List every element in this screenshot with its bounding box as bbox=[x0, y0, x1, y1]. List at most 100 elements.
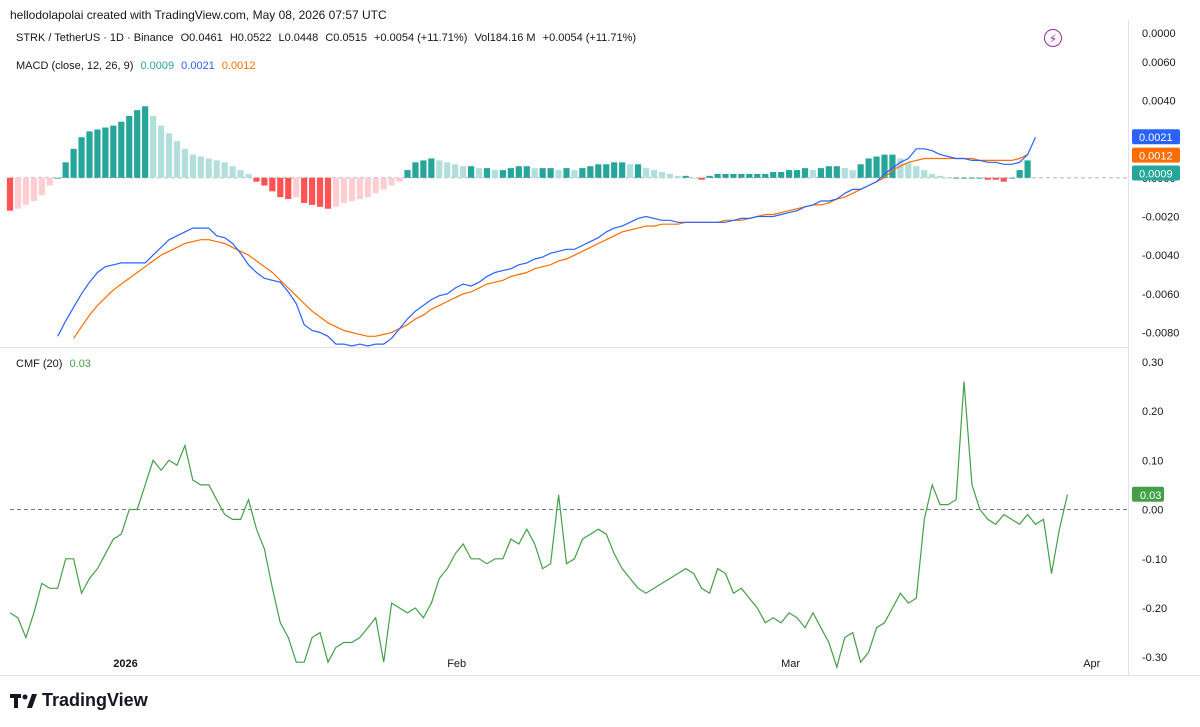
macd-histogram-bar[interactable] bbox=[531, 168, 538, 178]
macd-histogram-bar[interactable] bbox=[134, 110, 141, 178]
macd-histogram-bar[interactable] bbox=[301, 177, 308, 203]
macd-histogram-bar[interactable] bbox=[571, 170, 578, 178]
macd-histogram-bar[interactable] bbox=[491, 170, 499, 178]
tradingview-brand[interactable]: TradingView bbox=[10, 690, 148, 711]
macd-histogram-bar[interactable] bbox=[38, 177, 45, 196]
macd-histogram-bar[interactable] bbox=[960, 177, 968, 179]
macd-histogram-bar[interactable] bbox=[746, 173, 753, 178]
macd-histogram-bar[interactable] bbox=[722, 173, 729, 178]
macd-histogram-bar[interactable] bbox=[54, 177, 61, 179]
macd-histogram-bar[interactable] bbox=[229, 166, 236, 178]
macd-histogram-bar[interactable] bbox=[952, 177, 960, 179]
macd-histogram-bar[interactable] bbox=[881, 154, 888, 178]
macd-histogram-bar[interactable] bbox=[515, 166, 522, 178]
macd-histogram-bar[interactable] bbox=[738, 173, 745, 178]
macd-histogram-bar[interactable] bbox=[197, 156, 204, 178]
macd-histogram-bar[interactable] bbox=[165, 133, 173, 178]
macd-histogram-bar[interactable] bbox=[261, 177, 268, 186]
macd-histogram-bar[interactable] bbox=[603, 164, 610, 178]
macd-histogram-bar[interactable] bbox=[905, 162, 912, 178]
macd-histogram-bar[interactable] bbox=[237, 170, 244, 178]
macd-histogram-bar[interactable] bbox=[793, 170, 801, 178]
macd-histogram-bar[interactable] bbox=[674, 175, 681, 178]
macd-histogram-bar[interactable] bbox=[690, 177, 697, 179]
macd-histogram-bar[interactable] bbox=[778, 172, 785, 178]
macd-histogram-bar[interactable] bbox=[984, 177, 991, 180]
macd-histogram-bar[interactable] bbox=[937, 175, 944, 178]
macd-histogram-bar[interactable] bbox=[428, 158, 435, 178]
macd-histogram-bar[interactable] bbox=[841, 168, 848, 178]
macd-histogram-bar[interactable] bbox=[730, 173, 737, 178]
macd-histogram-bar[interactable] bbox=[786, 170, 793, 178]
macd-histogram-bar[interactable] bbox=[801, 168, 809, 178]
macd-histogram-bar[interactable] bbox=[356, 177, 363, 200]
macd-histogram-bar[interactable] bbox=[78, 137, 85, 178]
macd-histogram-bar[interactable] bbox=[770, 172, 777, 178]
macd-histogram-bar[interactable] bbox=[611, 162, 618, 178]
macd-histogram-bar[interactable] bbox=[475, 168, 483, 178]
macd-histogram-bar[interactable] bbox=[332, 177, 340, 207]
macd-histogram-bar[interactable] bbox=[253, 177, 260, 182]
macd-histogram-bar[interactable] bbox=[309, 177, 316, 205]
macd-histogram-bar[interactable] bbox=[372, 177, 379, 194]
macd-histogram-bar[interactable] bbox=[897, 158, 904, 178]
cmf-label[interactable]: CMF (20) bbox=[16, 358, 63, 370]
macd-histogram-bar[interactable] bbox=[642, 168, 650, 178]
macd-histogram-bar[interactable] bbox=[142, 106, 149, 178]
macd-histogram-bar[interactable] bbox=[857, 164, 864, 178]
macd-histogram-bar[interactable] bbox=[173, 141, 181, 178]
macd-histogram-bar[interactable] bbox=[277, 177, 284, 198]
macd-histogram-bar[interactable] bbox=[929, 173, 936, 178]
macd-histogram-bar[interactable] bbox=[316, 177, 324, 207]
macd-histogram-bar[interactable] bbox=[968, 177, 976, 179]
macd-histogram-bar[interactable] bbox=[436, 160, 443, 178]
macd-histogram-bar[interactable] bbox=[619, 162, 626, 178]
macd-histogram-bar[interactable] bbox=[348, 177, 355, 201]
macd-histogram-bar[interactable] bbox=[110, 125, 117, 178]
macd-histogram-bar[interactable] bbox=[380, 177, 387, 190]
macd-histogram-bar[interactable] bbox=[627, 164, 634, 178]
macd-histogram-bar[interactable] bbox=[62, 162, 69, 178]
macd-histogram-bar[interactable] bbox=[213, 160, 220, 178]
macd-histogram-bar[interactable] bbox=[285, 177, 292, 200]
macd-histogram-bar[interactable] bbox=[388, 177, 395, 186]
macd-histogram-bar[interactable] bbox=[483, 168, 491, 178]
macd-histogram-bar[interactable] bbox=[682, 175, 689, 178]
macd-histogram-bar[interactable] bbox=[221, 162, 228, 178]
macd-histogram-bar[interactable] bbox=[340, 177, 347, 203]
macd-histogram-bar[interactable] bbox=[698, 177, 705, 180]
macd-histogram-bar[interactable] bbox=[444, 162, 451, 178]
macd-histogram-bar[interactable] bbox=[873, 156, 880, 178]
lightning-bolt-icon[interactable]: ⚡ bbox=[1044, 29, 1062, 47]
macd-histogram-bar[interactable] bbox=[833, 166, 840, 178]
macd-histogram-bar[interactable] bbox=[157, 125, 165, 178]
macd-histogram-bar[interactable] bbox=[595, 164, 602, 178]
macd-histogram-bar[interactable] bbox=[706, 175, 713, 178]
macd-histogram-bar[interactable] bbox=[945, 177, 952, 179]
macd-histogram-bar[interactable] bbox=[205, 158, 212, 178]
macd-histogram-bar[interactable] bbox=[817, 168, 824, 178]
macd-histogram-bar[interactable] bbox=[658, 172, 665, 178]
macd-histogram-bar[interactable] bbox=[976, 177, 983, 179]
macd-histogram-bar[interactable] bbox=[150, 115, 157, 178]
symbol-name[interactable]: STRK / TetherUS · 1D · Binance bbox=[16, 32, 174, 44]
macd-histogram-bar[interactable] bbox=[1016, 170, 1023, 178]
macd-histogram-bar[interactable] bbox=[587, 166, 594, 178]
macd-histogram-bar[interactable] bbox=[412, 162, 419, 178]
macd-histogram-bar[interactable] bbox=[913, 166, 920, 178]
macd-histogram-bar[interactable] bbox=[1000, 177, 1007, 182]
macd-histogram-bar[interactable] bbox=[245, 173, 252, 178]
macd-histogram-bar[interactable] bbox=[293, 177, 300, 198]
macd-histogram-bar[interactable] bbox=[1008, 177, 1015, 179]
macd-histogram-bar[interactable] bbox=[523, 166, 530, 178]
macd-histogram-bar[interactable] bbox=[126, 115, 133, 178]
macd-histogram-bar[interactable] bbox=[849, 170, 856, 178]
macd-histogram-bar[interactable] bbox=[889, 154, 896, 178]
macd-histogram-bar[interactable] bbox=[825, 166, 832, 178]
macd-histogram-bar[interactable] bbox=[1024, 160, 1031, 178]
macd-line[interactable] bbox=[57, 136, 1037, 347]
macd-histogram-bar[interactable] bbox=[118, 121, 125, 178]
macd-histogram-bar[interactable] bbox=[396, 177, 403, 182]
macd-histogram-bar[interactable] bbox=[14, 177, 22, 209]
